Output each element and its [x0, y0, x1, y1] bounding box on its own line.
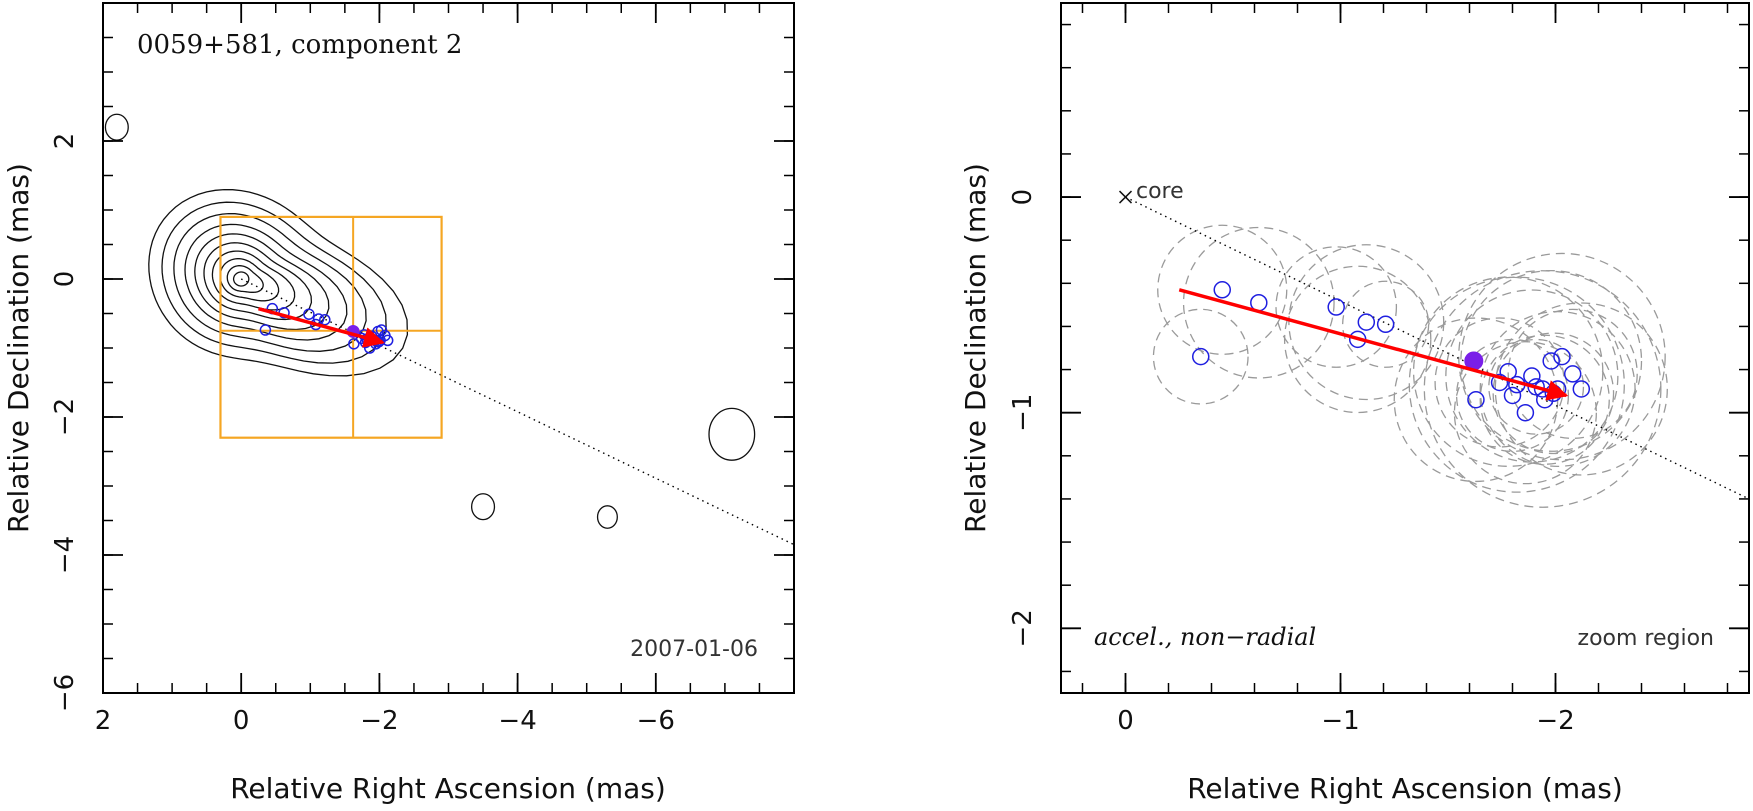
error-circle [1408, 276, 1625, 493]
error-circle [1492, 332, 1615, 455]
error-circle [1423, 270, 1662, 508]
contour-level [232, 271, 250, 287]
x-tick-labels: 2 0 −2 −4 −6 [95, 706, 675, 736]
plot-frame [102, 2, 795, 694]
x-tick-labels: 0 −1 −2 [1117, 706, 1574, 736]
error-circle [1458, 252, 1666, 461]
component-position-marker [1542, 352, 1560, 370]
x-tick-label: −2 [360, 706, 398, 736]
contour-map [148, 188, 409, 377]
x-tick-label: 2 [95, 706, 112, 736]
contour-level [211, 250, 296, 311]
error-circle [1157, 224, 1288, 355]
error-circle [1488, 338, 1585, 435]
error-circle [1460, 269, 1643, 452]
component-position-marker [1467, 391, 1485, 409]
left-panel: 2 0 −2 −4 −6 20−2−4−6 0059+581, component 2 … [2, 2, 795, 805]
component-position-marker [319, 313, 331, 326]
error-circle [1288, 244, 1445, 401]
component-position-marker [1523, 367, 1541, 385]
right-panel: 0 −1 −2 0 −1 −2 core accel., non−radial zoom… [959, 2, 1750, 805]
component-position-marker [1553, 347, 1571, 366]
x-tick-label: 0 [1117, 706, 1134, 736]
y-tick-label: 2 [50, 133, 80, 150]
error-circle [1445, 289, 1619, 463]
contour-level [184, 223, 348, 341]
y-tick-labels: 0 −1 −2 [1008, 189, 1038, 648]
error-circle [1275, 246, 1398, 368]
axis-ticks [102, 2, 795, 694]
contour-level [161, 201, 387, 364]
zoom-box-outline [219, 215, 443, 439]
error-circle [1453, 341, 1598, 485]
error-circle [1434, 317, 1565, 448]
y-tick-label: −4 [50, 536, 80, 574]
contour-level [173, 212, 367, 352]
dotted-reference-line [1125, 196, 1749, 500]
component-position-marker [1503, 386, 1522, 405]
y-tick-label: −2 [1008, 609, 1038, 647]
y-tick-label: −6 [50, 674, 80, 712]
component-position-marker [1516, 403, 1535, 422]
x-tick-label: −6 [637, 706, 675, 736]
core-label: core [1136, 179, 1184, 204]
epoch-label: 2007-01-06 [630, 637, 758, 662]
component-positions [1192, 281, 1591, 422]
error-circle [1283, 265, 1432, 414]
y-tick-label: 0 [50, 271, 80, 288]
core-cross-stroke [1118, 190, 1133, 204]
error-circle [1479, 334, 1610, 465]
contour-island [470, 493, 496, 521]
zoom-region-label: zoom region [1578, 626, 1714, 651]
contour-level [148, 188, 409, 377]
y-tick-label: 0 [1008, 189, 1038, 206]
contour-level [219, 258, 280, 302]
component-position-marker [1572, 380, 1591, 398]
component-position-marker [348, 338, 360, 350]
x-tick-label: −2 [1536, 706, 1574, 736]
component-position-marker [1213, 281, 1231, 299]
contour-island [104, 113, 129, 141]
y-tick-label: −1 [1008, 394, 1038, 432]
component-position-marker [303, 308, 315, 320]
x-tick-label: −1 [1321, 706, 1359, 736]
component-position-marker [259, 324, 272, 336]
error-circle [1507, 308, 1638, 440]
y-tick-label: −2 [50, 398, 80, 436]
component-position-marker [1563, 365, 1582, 383]
motion-vector [258, 306, 385, 348]
contour-islands [104, 113, 756, 529]
error-circle [1152, 308, 1249, 405]
x-tick-label: 0 [233, 706, 250, 736]
component-position-marker [1192, 347, 1210, 366]
component-position-marker [1327, 298, 1345, 316]
plot-frame [1060, 2, 1750, 694]
y-axis-label: Relative Declination (mas) [2, 163, 35, 533]
error-circle [1494, 302, 1668, 476]
error-circles [1152, 224, 1668, 508]
contour-island [596, 505, 618, 529]
component-position-marker [1490, 373, 1509, 392]
error-circle [1455, 338, 1570, 452]
error-circle [1393, 317, 1559, 483]
x-tick-label: −4 [498, 706, 536, 736]
highlight-point [1464, 351, 1484, 371]
error-circle [1182, 226, 1335, 379]
component-position-marker [1376, 315, 1395, 334]
contour-island [708, 407, 756, 461]
contour-level [226, 265, 264, 293]
y-tick-labels: 2 0 −2 −4 −6 [50, 133, 80, 712]
x-axis-label: Relative Right Ascension (mas) [1187, 772, 1623, 805]
classification-label: accel., non−radial [1094, 623, 1316, 651]
y-axis-label: Relative Declination (mas) [959, 163, 992, 533]
motion-vector [1178, 288, 1569, 401]
x-axis-label: Relative Right Ascension (mas) [230, 772, 666, 805]
chart-title: 0059+581, component 2 [137, 30, 462, 60]
axis-ticks [1061, 3, 1749, 693]
core-marker [1118, 190, 1133, 204]
component-position-marker [1357, 313, 1376, 331]
